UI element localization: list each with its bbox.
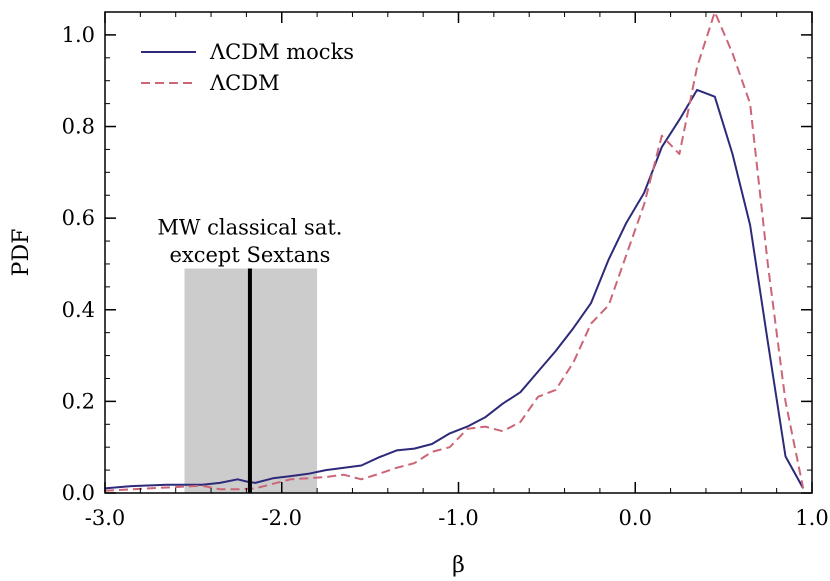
y-tick-label: 0.0 bbox=[62, 481, 95, 505]
legend-label-lcdm: ΛCDM bbox=[209, 71, 280, 95]
legend-label-lcdm-mocks: ΛCDM mocks bbox=[209, 40, 354, 64]
annotation-line-2: except Sextans bbox=[169, 243, 330, 267]
y-tick-label: 0.2 bbox=[62, 389, 95, 413]
x-tick-label: 0.0 bbox=[619, 506, 652, 530]
axes-layer: -3.0 -2.0 -1.0 0.0 1.0 0.0 0.2 0.4 0.6 0.8 1.0 β PDF bbox=[9, 11, 829, 578]
x-tick-label: 1.0 bbox=[795, 506, 828, 530]
y-tick-label: 1.0 bbox=[62, 23, 95, 47]
x-tick-label: -1.0 bbox=[438, 506, 479, 530]
annotation-line-1: MW classical sat. bbox=[157, 215, 342, 239]
y-tick-label: 0.8 bbox=[62, 115, 95, 139]
y-tick-label: 0.4 bbox=[62, 298, 95, 322]
y-axis-title: PDF bbox=[9, 229, 34, 277]
x-axis-title: β bbox=[452, 553, 465, 578]
series-line-lcdm-mocks bbox=[104, 88, 805, 490]
y-tick-label: 0.6 bbox=[62, 206, 95, 230]
series-line-lcdm bbox=[104, 11, 805, 492]
annotation-layer: MW classical sat. except Sextans bbox=[157, 215, 342, 266]
legend: ΛCDM mocks ΛCDM bbox=[141, 40, 354, 95]
x-tick-label: -3.0 bbox=[85, 506, 126, 530]
x-tick-label: -2.0 bbox=[262, 506, 303, 530]
series-layer bbox=[104, 11, 805, 492]
